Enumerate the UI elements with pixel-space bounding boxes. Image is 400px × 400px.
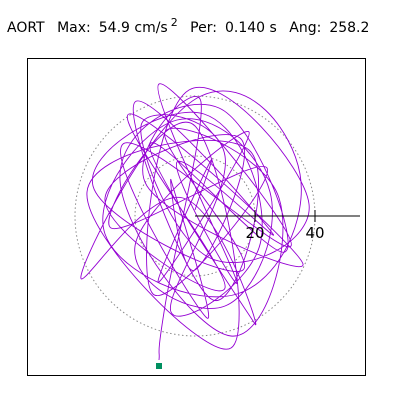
angle-readout: Ang: 258.2 xyxy=(289,19,369,37)
period-readout: Per: 0.140 s xyxy=(190,19,277,37)
period-value: 0.140 s xyxy=(224,20,277,36)
max-exponent: 2 xyxy=(170,16,178,29)
max-readout: Max: 54.9 cm/s 2 xyxy=(57,14,178,37)
plot-frame xyxy=(27,58,366,376)
period-label: Per: xyxy=(190,20,217,36)
channel-name: AORT xyxy=(7,20,45,36)
max-label: Max: xyxy=(57,20,91,36)
x-tick-label: 20 xyxy=(245,224,264,242)
x-tick-label: 40 xyxy=(305,224,324,242)
max-value: 54.9 cm/s xyxy=(98,20,168,36)
trace-header: AORT Max: 54.9 cm/s 2 Per: 0.140 s Ang: 258.… xyxy=(7,14,377,37)
vector-trace-line xyxy=(80,83,310,361)
angle-value: 258.2 xyxy=(329,20,370,36)
angle-label: Ang: xyxy=(289,20,322,36)
trace-end-marker xyxy=(156,363,162,369)
